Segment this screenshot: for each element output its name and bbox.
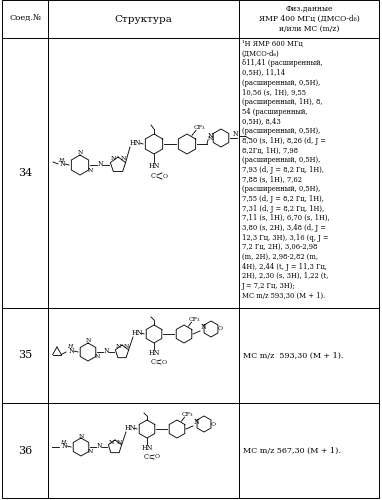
Text: CF₃: CF₃	[193, 125, 205, 130]
Text: Физ.данные
ЯМР 400 МГц (ДМСО-d₆)
и/или МС (m/z): Физ.данные ЯМР 400 МГц (ДМСО-d₆) и/или М…	[259, 5, 359, 33]
Text: N: N	[77, 150, 83, 156]
Text: HN: HN	[141, 444, 153, 452]
Text: 36: 36	[18, 446, 32, 456]
Text: N: N	[61, 442, 67, 450]
Text: CF₃: CF₃	[182, 412, 193, 416]
Text: O: O	[210, 422, 215, 426]
Text: N: N	[95, 354, 100, 359]
Text: CF₃: CF₃	[189, 316, 200, 322]
Text: N: N	[97, 160, 103, 168]
Text: Соед.№: Соед.№	[9, 15, 41, 23]
Text: 34: 34	[18, 168, 32, 178]
Text: N: N	[232, 130, 238, 138]
Text: O: O	[162, 174, 167, 178]
Text: МС m/z 567,30 (М + 1).: МС m/z 567,30 (М + 1).	[243, 446, 341, 454]
Text: O: O	[154, 454, 160, 460]
Text: N: N	[59, 160, 65, 168]
Text: HN: HN	[131, 329, 143, 337]
Text: N: N	[68, 347, 74, 355]
Text: HN: HN	[148, 349, 160, 357]
Text: N: N	[193, 418, 199, 426]
Text: N: N	[207, 136, 213, 140]
Text: N: N	[116, 440, 122, 444]
Text: N: N	[120, 156, 126, 162]
Text: ¹Н ЯМР 600 МГц
(ДМСО-d₆)
δ11,41 (расширенный,
0,5H), 11,14
(расширенный, 0,5H),
: ¹Н ЯМР 600 МГц (ДМСО-d₆) δ11,41 (расшире…	[242, 40, 330, 300]
Bar	[48, 38, 239, 308]
Bar	[2, 38, 48, 308]
Text: H: H	[60, 440, 66, 444]
Text: HN: HN	[148, 162, 160, 170]
Bar	[2, 0, 48, 38]
Text: N: N	[123, 344, 129, 350]
Text: N: N	[200, 323, 206, 331]
Text: O: O	[217, 326, 222, 332]
Text: N: N	[87, 449, 93, 454]
Text: N: N	[103, 347, 109, 355]
Text: N: N	[115, 344, 121, 350]
Bar	[2, 308, 48, 403]
Text: Структура: Структура	[115, 14, 172, 24]
Bar	[2, 403, 48, 498]
Text: C: C	[144, 453, 149, 461]
Text: N: N	[108, 440, 114, 444]
Bar	[239, 403, 379, 498]
Text: H: H	[67, 344, 73, 350]
Text: N: N	[85, 338, 91, 344]
Bar	[48, 308, 239, 403]
Text: N: N	[96, 442, 102, 450]
Text: H: H	[58, 158, 64, 162]
Text: МС m/z  593,30 (М + 1).: МС m/z 593,30 (М + 1).	[243, 352, 343, 360]
Text: 35: 35	[18, 350, 32, 360]
Bar	[239, 0, 379, 38]
Bar	[239, 38, 379, 308]
Text: N: N	[78, 434, 84, 438]
Text: HN: HN	[129, 139, 141, 147]
Text: C: C	[151, 172, 155, 180]
Bar	[239, 308, 379, 403]
Bar	[48, 0, 239, 38]
Text: C: C	[151, 358, 155, 366]
Text: HN: HN	[124, 424, 136, 432]
Text: N: N	[87, 168, 93, 172]
Bar	[48, 403, 239, 498]
Text: N: N	[110, 156, 116, 162]
Text: N: N	[207, 132, 213, 140]
Text: O: O	[162, 360, 167, 364]
